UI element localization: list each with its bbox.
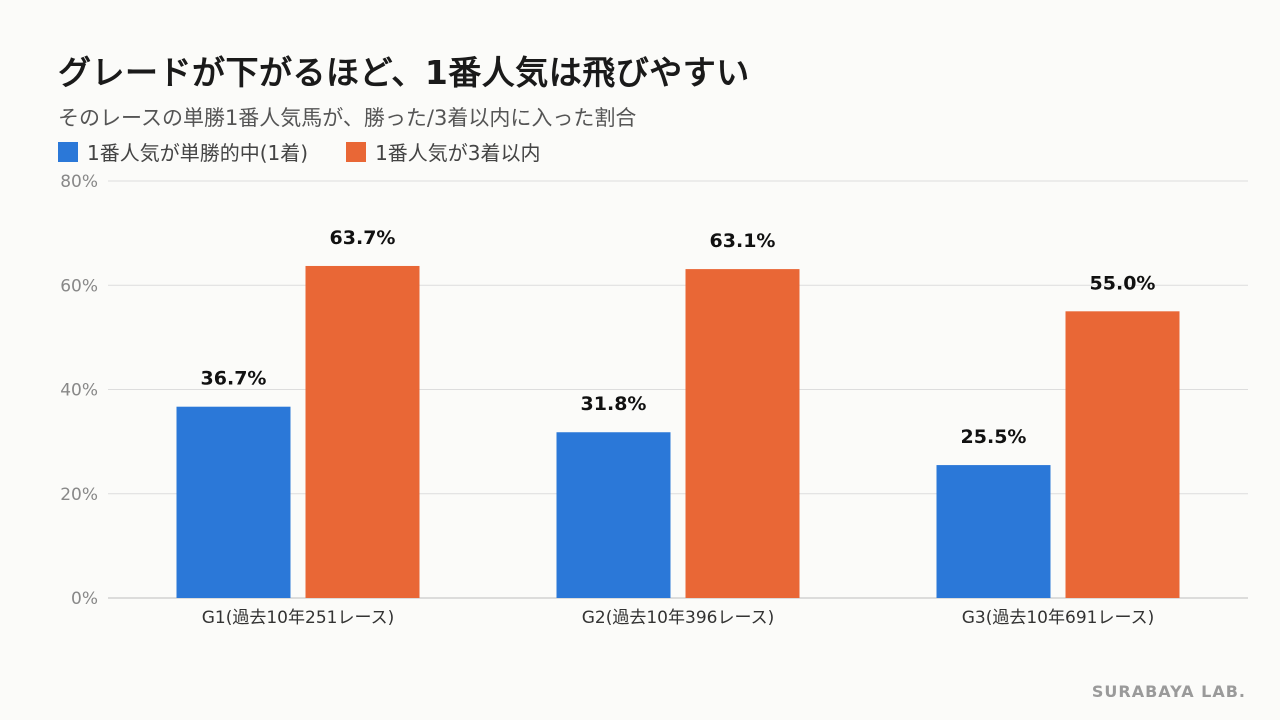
bar-win bbox=[556, 432, 671, 598]
chart-legend: 1番人気が単勝的中(1着) 1番人気が3着以内 bbox=[58, 137, 579, 166]
legend-swatch-win bbox=[58, 141, 78, 162]
y-tick-label: 0% bbox=[71, 589, 98, 609]
bar-top3 bbox=[305, 265, 420, 598]
legend-label-win: 1番人気が単勝的中(1着) bbox=[87, 141, 309, 165]
y-tick-label: 80% bbox=[60, 172, 98, 192]
x-category-label: G3(過去10年691レース) bbox=[962, 608, 1154, 628]
data-label: 63.1% bbox=[710, 230, 776, 252]
bar-win bbox=[176, 406, 291, 598]
chart-subtitle: そのレースの単勝1番人気馬が、勝った/3着以内に入った割合 bbox=[58, 106, 637, 130]
legend-label-top3: 1番人気が3着以内 bbox=[375, 141, 541, 165]
data-label: 36.7% bbox=[201, 368, 267, 390]
bar-win bbox=[936, 465, 1051, 598]
data-label: 63.7% bbox=[330, 227, 396, 249]
bar-top3 bbox=[685, 269, 800, 598]
watermark: SURABAYA LAB. bbox=[1091, 682, 1246, 701]
data-label: 55.0% bbox=[1090, 272, 1156, 294]
legend-item-win: 1番人気が単勝的中(1着) bbox=[58, 137, 308, 166]
x-category-label: G2(過去10年396レース) bbox=[582, 608, 774, 628]
bar-top3 bbox=[1065, 311, 1180, 598]
chart-title: グレードが下がるほど、1番人気は飛びやすい bbox=[58, 53, 750, 92]
y-tick-label: 20% bbox=[60, 485, 98, 505]
y-tick-label: 40% bbox=[60, 381, 98, 401]
x-category-label: G1(過去10年251レース) bbox=[202, 608, 394, 628]
data-label: 25.5% bbox=[961, 426, 1027, 448]
legend-item-top3: 1番人気が3着以内 bbox=[346, 137, 541, 166]
legend-swatch-top3 bbox=[346, 141, 367, 162]
y-tick-label: 60% bbox=[60, 276, 98, 296]
data-label: 31.8% bbox=[581, 393, 647, 415]
